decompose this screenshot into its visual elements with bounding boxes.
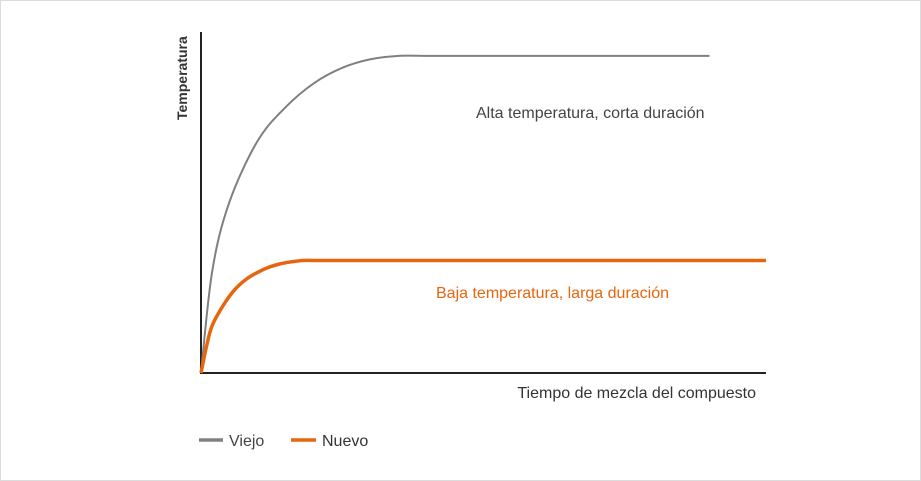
annotation-nuevo: Baja temperatura, larga duración [436,285,669,302]
y-axis-label: Temperatura [174,36,190,120]
annotation-viejo: Alta temperatura, corta duración [476,105,705,122]
x-axis-label: Tiempo de mezcla del compuesto [517,385,756,402]
legend: Viejo Nuevo [199,433,368,450]
legend-label-viejo: Viejo [229,433,264,450]
series-line-nuevo [199,258,766,374]
series-line-viejo [200,54,710,374]
legend-label-nuevo: Nuevo [322,433,368,450]
